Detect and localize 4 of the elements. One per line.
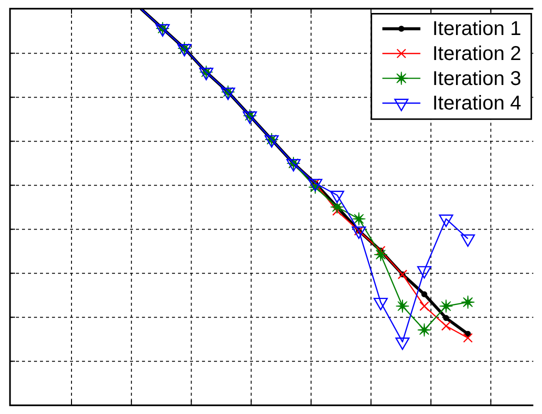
legend-label: Iteration 2 [432,43,522,66]
legend-label: Iteration 1 [432,18,522,40]
legend-label: Iteration 3 [432,68,522,90]
legend-label: Iteration 4 [432,92,522,115]
